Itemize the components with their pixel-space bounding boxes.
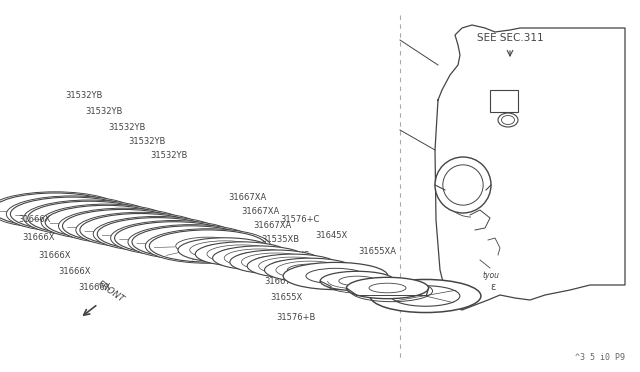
Text: 31576+C: 31576+C xyxy=(280,215,319,224)
Ellipse shape xyxy=(141,229,207,247)
Ellipse shape xyxy=(80,214,200,247)
Text: 31532YB: 31532YB xyxy=(65,90,102,99)
Ellipse shape xyxy=(90,217,156,235)
Text: 31655XA: 31655XA xyxy=(358,247,396,257)
Ellipse shape xyxy=(111,221,237,256)
Ellipse shape xyxy=(10,197,134,231)
Ellipse shape xyxy=(55,209,123,227)
Bar xyxy=(490,90,518,112)
Circle shape xyxy=(435,157,491,213)
Ellipse shape xyxy=(498,113,518,127)
Ellipse shape xyxy=(21,201,89,219)
Text: 31666X: 31666X xyxy=(38,250,70,260)
Ellipse shape xyxy=(339,276,376,286)
Text: 31532YB: 31532YB xyxy=(128,137,165,145)
Ellipse shape xyxy=(189,241,260,259)
Ellipse shape xyxy=(207,245,277,263)
Ellipse shape xyxy=(6,196,138,232)
Ellipse shape xyxy=(145,229,271,263)
Ellipse shape xyxy=(230,250,322,274)
Ellipse shape xyxy=(0,193,117,227)
Text: 31532YB: 31532YB xyxy=(85,108,122,116)
Text: 31667XA: 31667XA xyxy=(241,208,279,217)
Ellipse shape xyxy=(346,278,429,299)
Text: 31655X: 31655X xyxy=(270,294,302,302)
Ellipse shape xyxy=(369,283,406,293)
Ellipse shape xyxy=(72,213,140,231)
Ellipse shape xyxy=(115,222,234,254)
Text: 31666X: 31666X xyxy=(18,215,51,224)
Ellipse shape xyxy=(276,261,344,279)
Ellipse shape xyxy=(283,262,388,290)
Ellipse shape xyxy=(391,286,460,306)
Text: tyou: tyou xyxy=(483,271,500,280)
Ellipse shape xyxy=(63,209,184,243)
Ellipse shape xyxy=(253,256,299,268)
Ellipse shape xyxy=(241,253,310,271)
Text: 31667XA: 31667XA xyxy=(253,221,291,231)
Text: 31506YC: 31506YC xyxy=(272,251,309,260)
Ellipse shape xyxy=(287,264,333,276)
Ellipse shape xyxy=(159,233,223,251)
Ellipse shape xyxy=(306,268,365,284)
Text: 31645X: 31645X xyxy=(315,231,348,241)
Text: SEE SEC.311: SEE SEC.311 xyxy=(477,33,543,43)
Ellipse shape xyxy=(370,279,481,312)
Text: FRONT: FRONT xyxy=(96,279,126,304)
Ellipse shape xyxy=(212,246,305,270)
Ellipse shape xyxy=(58,208,188,244)
Ellipse shape xyxy=(270,260,316,272)
Ellipse shape xyxy=(219,248,266,260)
Ellipse shape xyxy=(132,226,250,258)
Text: 31535XB: 31535XB xyxy=(261,235,299,244)
Ellipse shape xyxy=(45,205,167,239)
Ellipse shape xyxy=(107,221,173,239)
Ellipse shape xyxy=(41,204,171,240)
Ellipse shape xyxy=(176,237,240,255)
Ellipse shape xyxy=(236,252,282,264)
Ellipse shape xyxy=(224,249,294,267)
Ellipse shape xyxy=(38,205,106,223)
Circle shape xyxy=(443,165,483,205)
Ellipse shape xyxy=(97,218,217,250)
Ellipse shape xyxy=(149,230,267,262)
Ellipse shape xyxy=(320,271,395,291)
Text: ε: ε xyxy=(490,282,495,292)
Ellipse shape xyxy=(202,244,248,256)
Text: 31666X: 31666X xyxy=(22,234,54,243)
Ellipse shape xyxy=(76,212,204,248)
Text: 31667XA: 31667XA xyxy=(228,192,266,202)
Ellipse shape xyxy=(93,217,221,251)
Text: 31667X: 31667X xyxy=(264,278,296,286)
Ellipse shape xyxy=(124,225,190,243)
Ellipse shape xyxy=(247,254,339,278)
Text: 31576+B: 31576+B xyxy=(276,314,316,323)
Ellipse shape xyxy=(28,201,150,235)
Ellipse shape xyxy=(178,238,272,262)
Ellipse shape xyxy=(0,192,121,228)
Text: ^3 5 i0 P9: ^3 5 i0 P9 xyxy=(575,353,625,362)
Text: 31532YB: 31532YB xyxy=(150,151,188,160)
Text: 31666X: 31666X xyxy=(58,266,90,276)
Text: 31666X: 31666X xyxy=(78,282,111,292)
Ellipse shape xyxy=(264,258,355,282)
Ellipse shape xyxy=(502,115,515,125)
Ellipse shape xyxy=(128,225,254,259)
Ellipse shape xyxy=(195,242,289,266)
Ellipse shape xyxy=(24,200,154,236)
Ellipse shape xyxy=(259,257,327,275)
Text: 31532YB: 31532YB xyxy=(108,122,145,131)
